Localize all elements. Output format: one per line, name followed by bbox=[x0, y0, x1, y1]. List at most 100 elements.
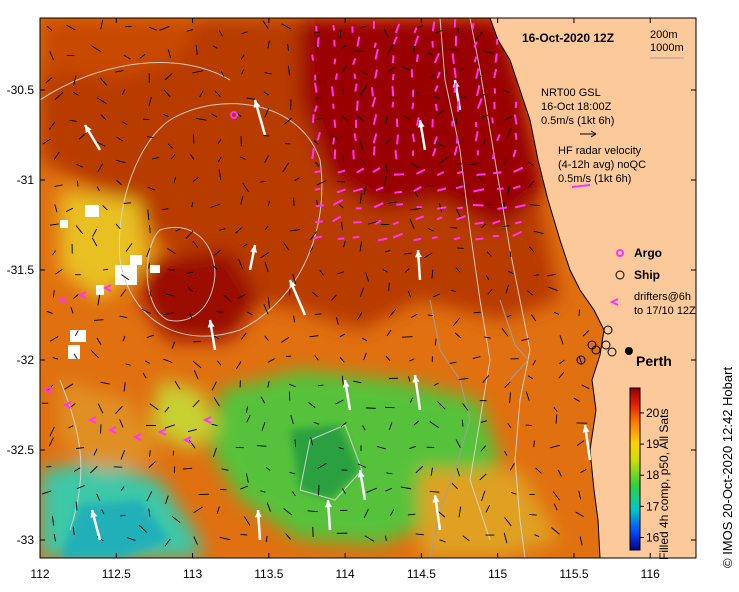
current-arrow bbox=[363, 509, 369, 519]
current-arrow bbox=[472, 356, 481, 360]
white-arrow-head bbox=[253, 100, 261, 108]
current-arrow bbox=[116, 159, 126, 164]
current-arrow bbox=[165, 495, 169, 504]
current-arrow bbox=[409, 358, 415, 362]
current-arrow bbox=[357, 115, 364, 122]
current-arrow bbox=[92, 228, 98, 237]
radar-arrow bbox=[492, 219, 501, 225]
radar-arrow bbox=[476, 98, 483, 109]
radar-arrow bbox=[491, 117, 494, 124]
current-arrow bbox=[122, 121, 128, 126]
current-arrow bbox=[97, 403, 104, 414]
current-arrow bbox=[330, 294, 337, 301]
current-arrow bbox=[528, 180, 534, 188]
current-arrow bbox=[314, 118, 322, 121]
current-arrow bbox=[309, 246, 314, 253]
white-arrow-head bbox=[342, 380, 350, 388]
current-arrow bbox=[509, 463, 515, 471]
current-arrow bbox=[435, 141, 445, 148]
current-arrow bbox=[292, 491, 296, 497]
current-arrow bbox=[366, 487, 377, 493]
current-arrow bbox=[192, 134, 195, 144]
current-arrow bbox=[456, 468, 461, 477]
current-arrow bbox=[52, 290, 55, 298]
current-arrow bbox=[580, 469, 587, 474]
current-arrow bbox=[343, 241, 346, 248]
current-arrow bbox=[282, 162, 290, 173]
current-arrow bbox=[579, 536, 583, 546]
colorbar: 16 17 18 19 20 Filled 4h comp, p50, All Sats bbox=[629, 387, 671, 560]
current-arrow bbox=[317, 462, 327, 469]
current-arrow bbox=[312, 291, 318, 297]
current-arrow bbox=[138, 524, 148, 533]
current-arrow bbox=[359, 140, 364, 150]
current-arrow bbox=[547, 273, 556, 277]
current-arrow bbox=[171, 341, 175, 349]
y-tick-label: -32.5 bbox=[7, 443, 35, 457]
current-arrow bbox=[125, 363, 131, 366]
argo-legend-label: Argo bbox=[634, 246, 662, 260]
current-arrow bbox=[102, 205, 108, 211]
current-arrow bbox=[218, 169, 222, 181]
current-arrow bbox=[427, 51, 433, 56]
current-arrow bbox=[455, 267, 461, 273]
current-arrow bbox=[170, 153, 176, 160]
x-tick-label: 112 bbox=[30, 567, 49, 581]
current-arrow bbox=[507, 423, 512, 428]
current-arrow bbox=[195, 44, 198, 56]
current-arrow bbox=[462, 137, 465, 144]
current-arrow bbox=[139, 53, 146, 59]
current-arrow bbox=[504, 517, 512, 527]
white-arrow-head bbox=[432, 495, 440, 503]
radar-arrow bbox=[475, 68, 480, 79]
radar-arrow bbox=[354, 83, 358, 92]
current-arrow bbox=[260, 252, 269, 259]
ship-legend-icon bbox=[615, 270, 625, 280]
current-arrow bbox=[310, 231, 317, 241]
current-arrow bbox=[480, 420, 487, 423]
current-arrow bbox=[190, 154, 195, 160]
current-arrow bbox=[483, 50, 494, 55]
current-arrow bbox=[211, 423, 218, 427]
radar-arrow bbox=[415, 54, 419, 63]
current-arrow bbox=[473, 311, 481, 314]
current-arrow bbox=[162, 113, 170, 118]
current-arrow bbox=[261, 421, 266, 431]
radar-arrow bbox=[391, 73, 395, 81]
white-arrow-head bbox=[289, 280, 297, 288]
current-arrow bbox=[164, 424, 175, 429]
current-arrow bbox=[482, 375, 490, 384]
current-arrow bbox=[146, 491, 153, 502]
current-arrow bbox=[429, 421, 439, 428]
current-arrow bbox=[341, 222, 343, 231]
drifter-legend-line-1: drifters@6h bbox=[634, 291, 691, 303]
current-arrow bbox=[532, 359, 537, 366]
radar-arrow bbox=[395, 118, 399, 127]
radar-arrow bbox=[372, 133, 378, 144]
radar-arrow bbox=[314, 187, 321, 191]
x-tick-label: 115.5 bbox=[559, 567, 588, 581]
current-arrow bbox=[363, 352, 367, 361]
current-arrow bbox=[530, 314, 537, 322]
current-arrow bbox=[214, 250, 221, 256]
current-arrow bbox=[142, 372, 147, 379]
current-arrow bbox=[507, 270, 514, 275]
current-arrow bbox=[193, 370, 199, 380]
current-arrow bbox=[433, 382, 439, 386]
radar-arrow bbox=[333, 149, 337, 160]
wind-legend-line-3: 0.5m/s (1kt 6h) bbox=[541, 115, 614, 127]
current-arrow bbox=[342, 64, 348, 72]
current-arrow bbox=[433, 95, 440, 100]
current-arrow bbox=[439, 539, 446, 543]
radar-arrow bbox=[471, 23, 475, 29]
current-arrow bbox=[240, 54, 245, 60]
current-arrow bbox=[435, 29, 443, 34]
current-arrow bbox=[267, 40, 270, 49]
radar-arrow bbox=[394, 190, 403, 194]
current-arrow bbox=[192, 70, 204, 74]
current-arrow bbox=[340, 422, 347, 428]
current-arrow bbox=[458, 506, 462, 518]
current-arrow bbox=[242, 243, 248, 248]
radar-arrow bbox=[375, 186, 384, 192]
x-tick-label: 112.5 bbox=[102, 567, 131, 581]
